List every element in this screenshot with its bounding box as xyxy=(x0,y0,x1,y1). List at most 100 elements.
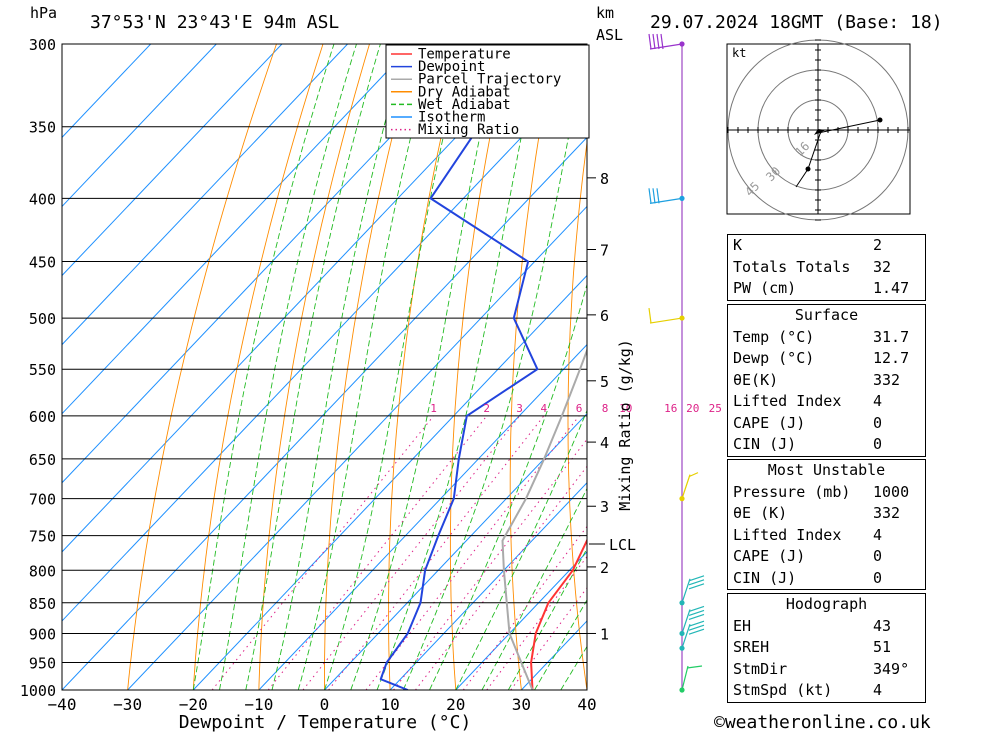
wet-adiabat-line xyxy=(534,599,587,690)
altitude-tick-label: 1 xyxy=(600,625,609,643)
isotherm-line xyxy=(62,44,283,277)
surface-value: 12.7 xyxy=(873,349,910,367)
index-label: Totals Totals xyxy=(733,257,851,276)
copyright-footer: ©weatheronline.co.uk xyxy=(714,712,931,733)
mu-value: 4 xyxy=(873,525,883,544)
wind-barb-feather xyxy=(656,188,660,204)
wind-barb-feather xyxy=(688,472,699,478)
isotherm-line xyxy=(62,44,348,346)
hpa-unit-label: hPa xyxy=(30,4,57,22)
pressure-tick-label: 1000 xyxy=(20,682,56,700)
isotherm-line xyxy=(62,67,587,622)
pressure-tick-label: 850 xyxy=(29,595,56,613)
pressure-tick-labels: 300 350 400 450 500 550 600 650 700 750 800 850 900 9… xyxy=(20,36,56,700)
surface-label: Temp (°C) xyxy=(733,327,815,346)
mu-label: CIN (J) xyxy=(733,568,797,587)
altitude-tick-label: 6 xyxy=(600,307,609,325)
wind-barb-staff xyxy=(681,474,691,499)
wind-barb-feather xyxy=(652,188,656,204)
index-value: 1.47 xyxy=(873,279,910,297)
wind-barb-station xyxy=(679,630,685,637)
altitude-tick-labels: 1 2 3 4 5 6 7 8 xyxy=(587,170,609,643)
mu-row: θE (K) 332 xyxy=(728,503,925,525)
wind-barb-feather xyxy=(688,583,705,590)
mixing-ratio-tick-label: 4 xyxy=(540,402,547,415)
km-unit-label: km xyxy=(596,4,614,22)
hodograph-ticks xyxy=(727,39,909,221)
plot-frame xyxy=(61,43,588,691)
hodograph-title: Hodograph xyxy=(785,595,868,613)
pressure-tick-label: 950 xyxy=(29,654,56,672)
mu-row: CAPE (J) 0 xyxy=(728,546,925,568)
wind-barb-staff xyxy=(649,317,683,324)
altitude-tick-label: 3 xyxy=(600,498,609,516)
wind-barb-feather xyxy=(688,575,705,582)
surface-label: Dewp (°C) xyxy=(733,349,815,367)
mixing-ratio-tick-label: 3 xyxy=(516,402,523,415)
pressure-tick-label: 900 xyxy=(29,625,56,643)
index-label: K xyxy=(733,236,743,254)
isotherm-line xyxy=(455,551,587,690)
surface-label: Lifted Index xyxy=(733,392,842,410)
dry-adiabat-line xyxy=(324,44,417,690)
surface-row: CAPE (J) 0 xyxy=(728,413,925,435)
wet-adiabat-line xyxy=(271,44,407,690)
wind-barb-staff xyxy=(681,609,691,634)
mixing-ratio-tick-label: 20 xyxy=(686,402,699,415)
pressure-tick-label: 450 xyxy=(29,254,56,272)
mixing-ratio-line xyxy=(393,438,587,690)
mu-value: 0 xyxy=(873,568,883,587)
surface-label: CAPE (J) xyxy=(733,413,806,432)
wind-barb-feather xyxy=(652,33,656,50)
wind-barb-feather xyxy=(648,308,652,324)
mixing-ratio-tick-label: 2 xyxy=(483,402,490,415)
wind-barb-staff xyxy=(681,623,691,649)
wet-adiabat-line xyxy=(219,44,357,690)
surface-value: 0 xyxy=(873,435,883,453)
temperature-tick-label: −20 xyxy=(179,695,208,714)
mixing-ratio-tick-label: 1 xyxy=(430,402,437,415)
altitude-tick-label: 7 xyxy=(600,241,609,259)
mu-row: Lifted Index 4 xyxy=(728,525,925,547)
pressure-tick-label: 400 xyxy=(29,190,56,208)
pressure-tick-label: 750 xyxy=(29,528,56,546)
mu-value: 0 xyxy=(873,547,883,565)
isotherm-line xyxy=(389,482,587,690)
legend-label: Isotherm xyxy=(418,110,485,126)
dry-adiabat-line xyxy=(974,44,1000,690)
mu-label: Pressure (mb) xyxy=(733,482,851,501)
temperature-tick-label: 40 xyxy=(577,695,596,714)
location-title: 37°53'N 23°43'E 94m ASL xyxy=(90,12,339,33)
wind-barb-feather xyxy=(688,605,705,613)
temperature-tick-label: 10 xyxy=(380,695,399,714)
altitude-tick-label: 5 xyxy=(600,373,609,391)
wind-barb-feather xyxy=(648,188,652,204)
altitude-tick-label: 2 xyxy=(600,559,609,577)
isotherm-line xyxy=(192,274,587,690)
lcl-label: LCL xyxy=(609,536,636,554)
wind-barb-staff xyxy=(681,578,691,603)
dry-adiabat-line xyxy=(509,44,556,690)
temperature-tick-label: −40 xyxy=(48,695,77,714)
mixing-ratio-tick-label: 6 xyxy=(576,402,583,415)
hodograph: kt 16 30 45 xyxy=(726,39,911,221)
dewpoint-line xyxy=(379,44,546,690)
wind-barbs xyxy=(648,33,705,693)
mixing-ratio-line xyxy=(365,415,580,690)
wind-barb-feather xyxy=(688,613,705,621)
dry-adiabat-line xyxy=(388,44,463,690)
surface-value: 31.7 xyxy=(873,327,910,346)
wind-barb-feather xyxy=(656,33,660,50)
pressure-tick-label: 550 xyxy=(29,361,56,379)
hodograph-unit: kt xyxy=(732,46,746,60)
isotherm-line xyxy=(62,44,152,139)
hodo-row: SREH 51 xyxy=(728,637,925,659)
hodo-value: 43 xyxy=(873,616,892,635)
mu-value: 332 xyxy=(873,504,901,522)
mu-label: CAPE (J) xyxy=(733,547,806,565)
hodo-row: StmSpd (kt) 4 xyxy=(728,680,925,702)
legend-box xyxy=(385,44,590,139)
mixing-ratio-line xyxy=(267,415,488,690)
